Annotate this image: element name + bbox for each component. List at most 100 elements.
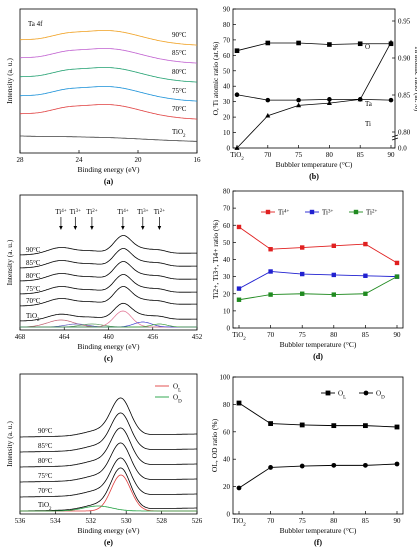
data-point [236,224,242,230]
data-point [394,424,400,430]
spectrum-curve [20,135,198,142]
spectrum-curve [20,261,197,282]
fit-component [20,323,197,328]
data-point [326,100,332,105]
x-axis-label: Bubbler temperature (°C) [276,160,353,169]
data-point [331,272,336,278]
curve-label: 80°C [172,68,187,76]
x-tick-label: 75 [295,151,303,159]
x-tick-label: 24 [76,156,84,164]
y-tick-label: 10 [223,129,231,137]
data-point [265,97,271,103]
fit-component [20,310,197,328]
curve-label: 80°C [26,272,41,280]
plot-frame [19,8,198,154]
x-tick-label: 526 [192,517,203,525]
x-axis-label: Bubbler temperature (°C) [280,340,357,349]
legend-marker [363,390,369,396]
data-point [300,291,305,296]
y-axis-label: O, Ti atomic ratio (at.%) [211,41,220,115]
spectrum-curve [20,442,197,483]
legend-label: Ti4+ [278,209,289,217]
y-axis-label: OL, OD ratio (%) [210,418,219,472]
data-point [300,245,305,250]
data-point [331,243,336,248]
panel-e: 536 534 532 530 528 526 90°C 85°C 80°C 75°C 70°C Ti… [5,373,203,547]
plot-frame [232,8,396,149]
x-tick-label: 468 [15,333,26,341]
curve-label: TiO2 [172,128,186,139]
x-tick-label: 28 [17,156,25,164]
panel-a: 28 24 20 16 90°C 85°C 80°C 75°C 70°C TiO2 Ta 4f Bin… [5,8,201,186]
data-point [268,421,273,426]
y-right-tick-label: 0.90 [398,55,411,63]
data-point [296,97,301,103]
x-tick-label: 528 [156,517,167,525]
data-point [331,423,337,429]
curve-label: 75°C [26,285,41,293]
peak-arrowhead [157,226,162,230]
curve-label: 90°C [172,31,187,39]
data-point [234,145,240,150]
curve-label: 70°C [26,297,41,305]
data-point [268,247,273,252]
x-tick-label: 85 [362,517,370,525]
panel-label: (a) [104,177,114,186]
y-tick-label: 80 [223,21,231,29]
curve-label: 70°C [38,487,53,495]
data-point [363,273,368,278]
panel-c: 468 464 460 456 452 90°C 85°C 80°C 75°C 70°C TiO2 T… [5,194,203,363]
y-tick-label: 90 [223,6,231,14]
peak-arrowhead [121,226,125,230]
curve-label: 75°C [172,87,187,95]
y-tick-label: 20 [223,483,231,491]
panel-d: 0 10 20 30 40 50 60 70 80 TiO2 70 75 80 85 90 Ti4+ Ti3+ T… [211,188,404,361]
data-point [268,465,273,470]
peak-label: Ti3+ [70,208,81,216]
x-tick-label: 20 [135,156,143,164]
fit-component [20,323,197,328]
annotation: Ta 4f [28,20,43,28]
data-point [236,485,242,491]
spectrum-curve [20,427,197,468]
curve-label: 80°C [38,457,53,465]
y-tick-label: 0 [227,511,231,519]
y-tick-label: 80 [223,188,231,196]
peak-label: Ti4+ [117,208,128,216]
y-tick-label: 60 [223,52,231,60]
panel-label: (c) [104,354,113,363]
y-tick-label: 30 [223,273,231,281]
y-axis-label: Intensity (a. u.) [5,421,14,467]
peak-arrowhead [73,226,78,230]
x-tick-label: TiO2 [230,151,244,162]
panel-label: (b) [309,172,319,181]
x-tick-label: 90 [394,331,402,339]
y-right-tick-label: 0.85 [398,92,411,100]
legend-label: Ti2+ [366,209,377,217]
data-point [268,292,273,297]
legend-marker [309,209,315,215]
y-axis-label: Ti2+, Ti3+, Ti4+ ratio (%) [211,219,220,299]
data-point [234,48,240,53]
axis-break [391,137,399,141]
x-tick-label: 534 [50,517,61,525]
x-tick-label: 80 [326,151,334,159]
y-tick-label: 70 [223,36,231,44]
x-tick-label: 456 [148,333,159,341]
data-point [388,39,394,45]
data-point [299,463,305,469]
y-tick-label: 100 [220,374,231,382]
panel-label: (f) [314,538,322,547]
data-point [236,297,242,302]
spectrum-curve [20,457,197,498]
spectrum-curve [20,67,198,83]
peak-label: Ti4+ [55,208,66,216]
y-tick-label: 0 [227,145,231,153]
series-line [236,42,391,52]
panel-f: 0 20 40 60 80 100 TiO2 70 75 80 85 90 OL OD Bubbler te… [210,374,404,547]
data-point [296,102,302,108]
data-point [363,291,368,296]
curve-label: 90°C [26,246,41,254]
data-point [327,42,332,47]
